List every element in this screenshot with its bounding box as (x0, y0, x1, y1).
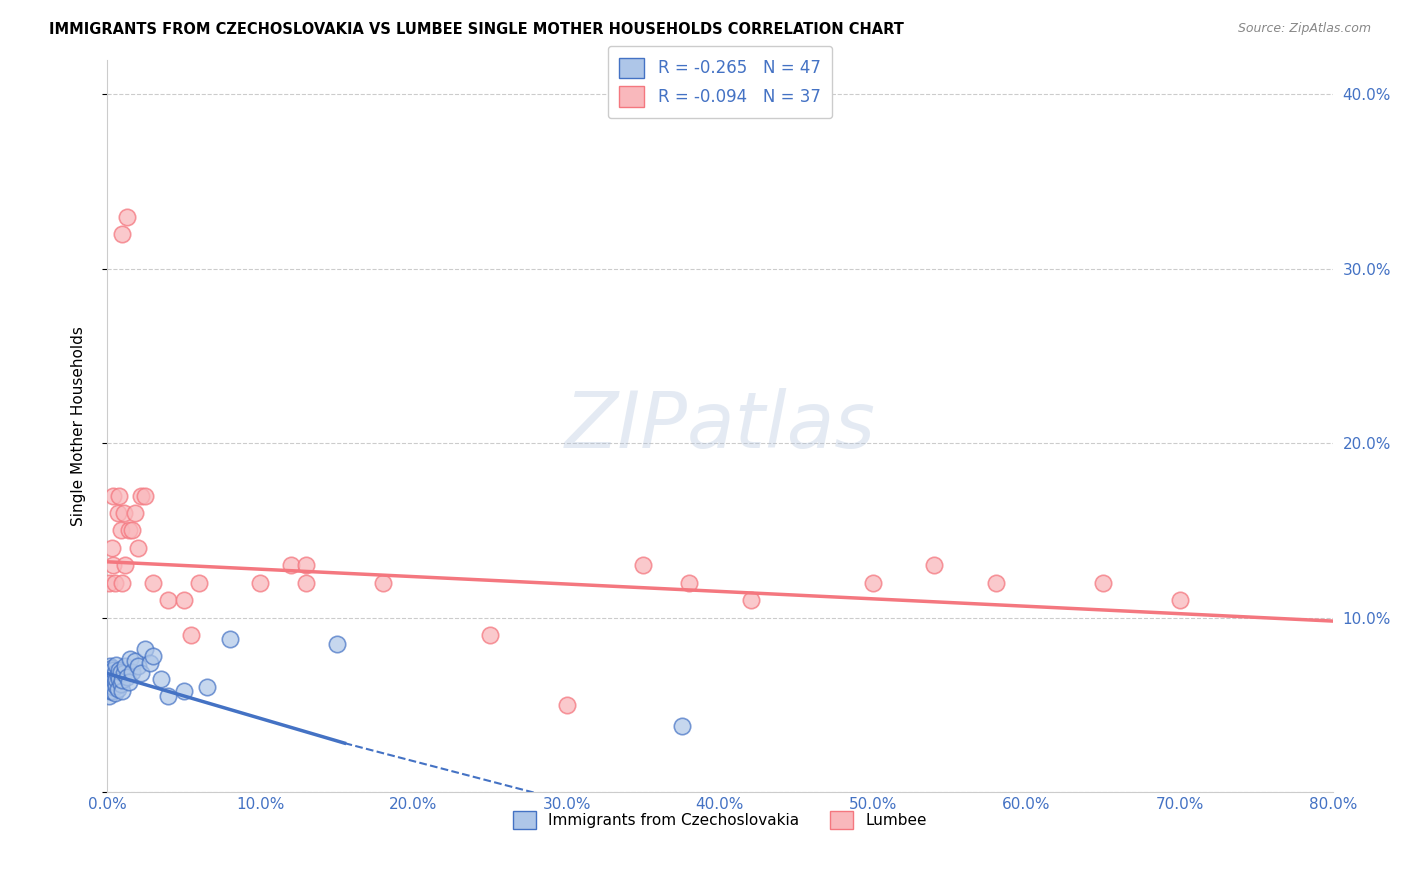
Point (117, 675, 139, 690)
Point (127, 541, 149, 555)
Point (104, 575, 127, 590)
Text: Source: ZipAtlas.com: Source: ZipAtlas.com (1237, 22, 1371, 36)
Point (139, 656, 162, 670)
Point (115, 670, 138, 684)
Point (104, 675, 127, 690)
Point (218, 632, 240, 646)
Point (105, 657, 128, 672)
Point (114, 558, 136, 573)
Point (107, 682, 129, 697)
Text: ZIPatlas: ZIPatlas (564, 388, 876, 464)
Point (479, 628, 502, 642)
Point (104, 666, 127, 681)
Point (678, 575, 700, 590)
Point (157, 689, 180, 703)
Point (107, 668, 129, 682)
Point (107, 506, 129, 520)
Y-axis label: Single Mother Households: Single Mother Households (72, 326, 86, 525)
Point (100, 683, 122, 698)
Point (142, 648, 165, 663)
Point (117, 524, 139, 538)
Point (157, 593, 180, 607)
Point (633, 558, 655, 573)
Point (249, 575, 271, 590)
Point (180, 628, 202, 642)
Text: IMMIGRANTS FROM CZECHOSLOVAKIA VS LUMBEE SINGLE MOTHER HOUSEHOLDS CORRELATION CH: IMMIGRANTS FROM CZECHOSLOVAKIA VS LUMBEE… (49, 22, 904, 37)
Point (111, 673, 134, 688)
Point (740, 593, 762, 607)
Point (142, 575, 165, 590)
Point (984, 575, 1007, 590)
Point (195, 681, 218, 695)
Point (188, 575, 211, 590)
Point (97, 681, 120, 695)
Point (120, 652, 142, 666)
Point (280, 558, 302, 573)
Point (100, 541, 122, 555)
Point (173, 593, 195, 607)
Point (103, 681, 125, 695)
Point (111, 227, 134, 241)
Point (1168, 593, 1191, 607)
Point (121, 524, 143, 538)
Point (114, 659, 136, 673)
Point (671, 719, 693, 733)
Point (121, 665, 143, 679)
Point (103, 663, 125, 677)
Point (129, 489, 152, 503)
Legend: Immigrants from Czechoslovakia, Lumbee: Immigrants from Czechoslovakia, Lumbee (508, 805, 932, 836)
Point (103, 558, 125, 573)
Point (108, 672, 131, 686)
Point (1091, 575, 1114, 590)
Point (134, 642, 156, 657)
Point (103, 670, 125, 684)
Point (111, 575, 134, 590)
Point (98, 659, 121, 673)
Point (134, 489, 156, 503)
Point (111, 683, 134, 698)
Point (100, 661, 122, 675)
Point (295, 558, 318, 573)
Point (98, 683, 121, 698)
Point (110, 524, 132, 538)
Point (100, 673, 122, 688)
Point (98, 666, 121, 681)
Point (112, 506, 135, 520)
Point (924, 558, 946, 573)
Point (103, 489, 125, 503)
Point (97, 672, 120, 686)
Point (124, 654, 146, 668)
Point (862, 575, 884, 590)
Point (127, 659, 149, 673)
Point (97, 689, 120, 703)
Point (129, 666, 152, 681)
Point (371, 575, 394, 590)
Point (108, 663, 131, 677)
Point (115, 210, 138, 224)
Point (326, 637, 349, 651)
Point (100, 675, 122, 690)
Point (110, 677, 132, 691)
Point (98, 677, 121, 691)
Point (124, 506, 146, 520)
Point (108, 489, 131, 503)
Point (110, 665, 132, 679)
Point (173, 683, 195, 698)
Point (555, 698, 578, 712)
Point (295, 575, 318, 590)
Point (112, 666, 135, 681)
Point (105, 672, 128, 686)
Point (97, 575, 120, 590)
Point (149, 672, 172, 686)
Point (104, 685, 127, 699)
Point (105, 679, 128, 693)
